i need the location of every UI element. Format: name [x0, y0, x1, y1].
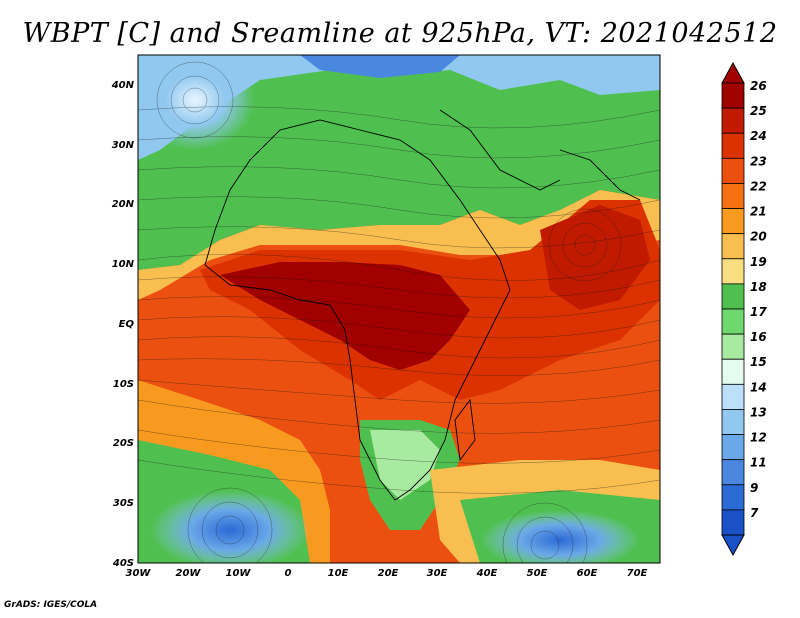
chart-title: WBPT [C] and Sreamline at 925hPa, VT: 20…	[22, 18, 778, 49]
lat-label: 40S	[112, 558, 134, 569]
lat-label: 30N	[112, 140, 135, 151]
lon-label: 30W	[126, 568, 152, 579]
lon-label: 10E	[328, 568, 349, 579]
colorbar-swatch	[721, 509, 745, 536]
lat-label: 20N	[112, 199, 135, 210]
colorbar-level-label: 13	[750, 405, 767, 419]
colorbar-level-label: 7	[750, 506, 759, 520]
lat-label: 10N	[112, 259, 135, 270]
colorbar-level-label: 20	[750, 230, 767, 244]
colorbar-swatch	[721, 208, 745, 235]
colorbar-level-label: 16	[750, 330, 767, 344]
colorbar-swatch	[721, 82, 745, 109]
colorbar-swatch	[721, 484, 745, 511]
colorbar-level-label: 24	[750, 129, 767, 143]
colorbar-level-label: 15	[750, 355, 767, 369]
colorbar-swatch	[721, 132, 745, 159]
lon-label: 50E	[527, 568, 548, 579]
colorbar-swatch	[721, 459, 745, 486]
colorbar-level-label: 9	[750, 481, 758, 495]
latitude-labels: 40N 30N 20N 10N EQ 10S 20S 30S 40S	[111, 80, 135, 569]
colorbar-level-label: 11	[750, 456, 767, 470]
colorbar-level-label: 12	[750, 431, 767, 445]
lon-label: 20W	[176, 568, 202, 579]
colorbar-swatch	[721, 233, 745, 260]
lon-label: 20E	[378, 568, 399, 579]
colorbar-swatch	[721, 107, 745, 134]
colorbar-bottom-arrow	[721, 534, 745, 557]
lon-label: 30E	[427, 568, 448, 579]
colorbar: 26 25 24 23 22 21 20 19 18 17 16 15 14 13 12 11 9 7	[721, 61, 767, 557]
colorbar-swatch	[721, 333, 745, 360]
lon-label: 10W	[226, 568, 252, 579]
longitude-labels: 30W 20W 10W 0 10E 20E 30E 40E 50E 60E 70…	[126, 568, 648, 579]
lon-label: 60E	[577, 568, 598, 579]
colorbar-level-label: 26	[750, 79, 767, 93]
colorbar-swatch	[721, 183, 745, 209]
colorbar-swatch	[721, 383, 745, 410]
lon-label: 40E	[476, 568, 498, 579]
colorbar-swatch	[721, 258, 745, 285]
lat-label: 30S	[113, 498, 134, 509]
colorbar-level-label: 22	[750, 179, 767, 193]
lat-label: 10S	[113, 379, 134, 390]
colorbar-swatch	[721, 358, 745, 385]
lat-label: EQ	[119, 319, 135, 330]
colorbar-level-label: 23	[750, 154, 767, 168]
colorbar-swatch	[721, 308, 745, 335]
lat-label: 20S	[113, 438, 134, 449]
colorbar-level-label: 14	[750, 380, 767, 394]
colorbar-top-arrow	[721, 61, 745, 84]
colorbar-swatch	[721, 283, 745, 310]
colorbar-level-label: 21	[750, 205, 767, 219]
map-frame	[137, 54, 661, 564]
temperature-field	[138, 55, 660, 563]
lat-label: 40N	[111, 80, 135, 91]
colorbar-swatch	[721, 409, 745, 435]
colorbar-level-label: 17	[750, 305, 767, 319]
colorbar-swatch	[721, 434, 745, 461]
colorbar-level-label: 25	[750, 104, 767, 118]
colorbar-level-label: 18	[750, 280, 767, 294]
colorbar-swatch	[721, 157, 745, 184]
lon-label: 70E	[627, 568, 648, 579]
colorbar-level-label: 19	[750, 255, 767, 269]
credit-text: GrADS: IGES/COLA	[4, 600, 98, 610]
lon-label: 0	[285, 568, 292, 579]
